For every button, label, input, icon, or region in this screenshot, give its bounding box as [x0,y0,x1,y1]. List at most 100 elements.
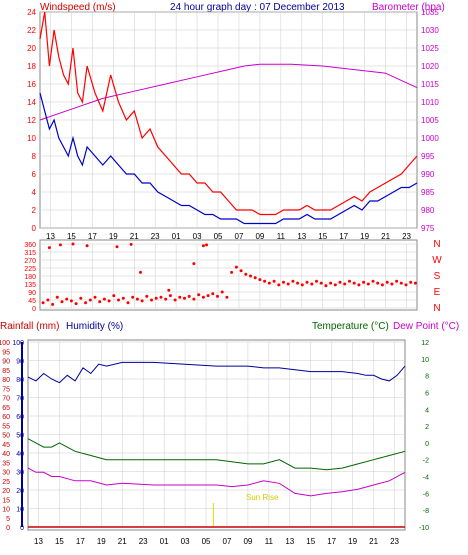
climate-time-label: 13 [285,537,294,546]
climate-time-label: 23 [390,537,399,546]
wind-time-label: 13 [297,232,306,241]
humidity-axis-title: Humidity (%) [66,321,123,332]
rain-tick-label: 65 [2,405,10,412]
direction-point [102,297,106,301]
rain-tick-label: 30 [2,470,10,477]
climate-time-label: 03 [181,537,190,546]
wind-time-label: 13 [46,232,55,241]
direction-point [192,297,196,301]
direction-point [404,283,408,287]
temperature-tick-label: 10 [421,357,429,364]
temperature-tick-label: 4 [425,407,429,414]
direction-point [239,269,243,273]
rain-tick-label: 5 [6,516,10,523]
direction-point [129,242,133,246]
wind-time-label: 23 [402,232,411,241]
barometer-tick-label: 1025 [421,44,439,53]
direction-point [69,299,73,303]
humidity-tick-label: 100 [12,340,24,347]
barometer-axis-title: Barometer (hpa) [372,2,445,13]
barometer-tick-label: 1005 [421,116,439,125]
direction-point [206,294,210,298]
climate-time-label: 01 [160,537,169,546]
direction-point [71,242,75,246]
direction-point [234,265,238,269]
direction-point [58,243,62,247]
climate-time-label: 17 [327,537,336,546]
rain-tick-label: 90 [2,359,10,366]
rain-tick-label: 85 [2,368,10,375]
climate-time-label: 11 [265,537,274,546]
direction-point [183,296,186,300]
compass-label: N [433,303,440,314]
direction-point [205,243,208,247]
climate-time-label: 13 [34,537,43,546]
barometer-tick-label: 980 [421,206,435,215]
compass-label: S [434,271,441,282]
wind-tick-label: 22 [27,26,36,35]
wind-time-label: 19 [360,232,369,241]
direction-point [55,295,59,299]
chart-title: 24 hour graph day : 07 December 2013 [170,2,345,13]
direction-point [395,279,399,283]
direction-point [150,298,153,302]
climate-time-label: 21 [369,537,378,546]
direction-point [333,283,337,287]
dewpoint-line [27,467,406,497]
direction-point [46,298,50,302]
direction-point [211,292,215,296]
direction-point [85,244,89,248]
wind-tick-label: 16 [27,80,36,89]
temperature-axis-title: Temperature (°C) [312,321,389,332]
wind-tick-label: 20 [27,44,36,53]
direction-point [60,300,64,304]
rain-tick-label: 80 [2,377,10,384]
direction-point [107,299,111,303]
direction-point [98,300,102,304]
barometer-tick-label: 1020 [421,62,439,71]
humidity-tick-label: 0 [20,525,24,532]
direction-point [366,282,370,286]
temperature-tick-label: -2 [423,458,429,465]
direction-point [409,280,413,284]
climate-time-label: 09 [243,537,252,546]
temperature-line [27,438,406,471]
temperature-tick-label: -6 [423,491,429,498]
direction-point [385,280,389,284]
direction-point [173,298,177,302]
direction-point [305,280,309,284]
direction-point [79,296,83,300]
rain-tick-label: 60 [2,414,10,421]
barometer-tick-label: 985 [421,188,435,197]
rain-tick-label: 40 [2,451,10,458]
wind-time-label: 15 [67,232,76,241]
direction-point [168,294,172,298]
wind-time-label: 21 [381,232,390,241]
direction-point [348,279,351,283]
rain-tick-label: 75 [2,386,10,393]
direction-point [267,281,271,285]
direction-tick-label: 135 [24,282,36,289]
wind-time-label: 23 [151,232,160,241]
direction-point [263,279,267,283]
direction-point [88,298,92,302]
climate-time-label: 05 [202,537,211,546]
wind-tick-label: 2 [32,206,37,215]
humidity-tick-label: 10 [16,507,24,514]
rain-tick-label: 45 [2,442,10,449]
climate-panel-frame [27,339,406,531]
direction-point [282,280,285,284]
barometer-tick-label: 995 [421,152,435,161]
direction-point [126,301,130,305]
gust-line [39,11,418,216]
temperature-tick-label: 6 [425,390,429,397]
direction-point [249,274,252,278]
climate-time-label: 17 [76,537,85,546]
direction-tick-label: 360 [24,242,36,249]
compass-label: E [434,287,441,298]
humidity-tick-label: 20 [16,488,24,495]
direction-point [187,294,191,298]
direction-point [258,278,262,282]
temperature-tick-label: 2 [425,424,429,431]
